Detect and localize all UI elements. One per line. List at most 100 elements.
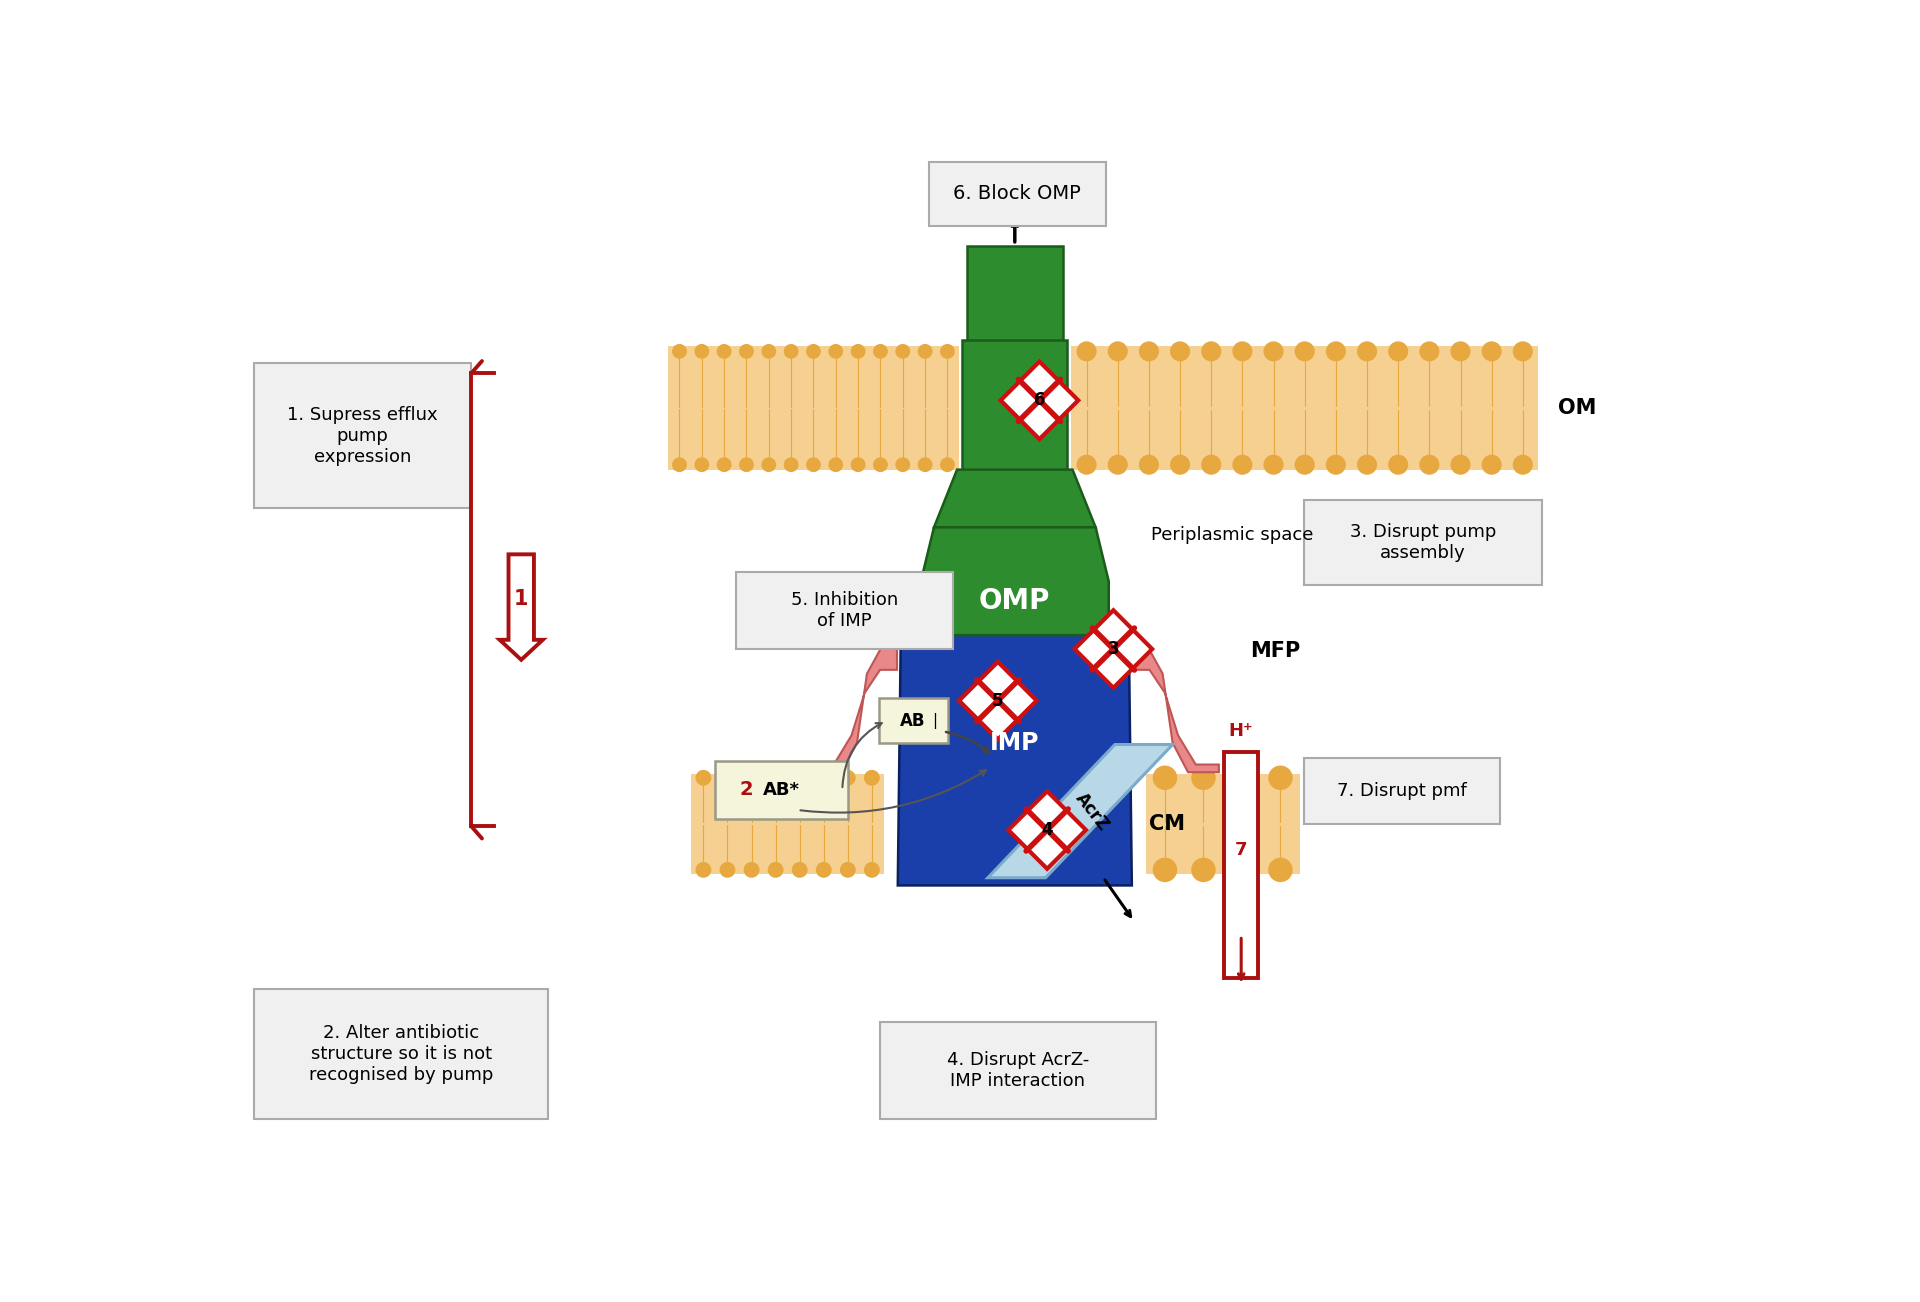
Circle shape (1140, 456, 1158, 474)
Text: AB: AB (900, 712, 925, 729)
FancyArrow shape (499, 555, 543, 660)
Circle shape (1263, 456, 1283, 474)
Text: OMP: OMP (979, 586, 1050, 615)
Polygon shape (968, 246, 1062, 342)
FancyBboxPatch shape (1304, 758, 1500, 824)
Circle shape (1452, 342, 1471, 361)
Text: 7. Disrupt pmf: 7. Disrupt pmf (1336, 783, 1467, 801)
Text: 2: 2 (739, 780, 753, 799)
Circle shape (851, 345, 864, 358)
Circle shape (768, 771, 783, 785)
Circle shape (1233, 456, 1252, 474)
FancyBboxPatch shape (716, 760, 849, 819)
FancyBboxPatch shape (1304, 500, 1542, 585)
Circle shape (1327, 456, 1346, 474)
Text: 4: 4 (1041, 822, 1052, 838)
Bar (668, 346, 958, 470)
Polygon shape (1008, 792, 1087, 868)
Polygon shape (933, 470, 1096, 527)
FancyBboxPatch shape (253, 990, 549, 1118)
FancyBboxPatch shape (1225, 753, 1258, 978)
Circle shape (806, 458, 820, 471)
Circle shape (851, 458, 864, 471)
Text: 7: 7 (1235, 841, 1248, 858)
Circle shape (1140, 342, 1158, 361)
Circle shape (739, 458, 753, 471)
Text: 3. Disrupt pump
assembly: 3. Disrupt pump assembly (1350, 523, 1496, 562)
Circle shape (697, 771, 710, 785)
Circle shape (720, 771, 735, 785)
Circle shape (874, 345, 887, 358)
Circle shape (864, 771, 879, 785)
FancyBboxPatch shape (879, 698, 948, 743)
Circle shape (1231, 767, 1254, 789)
Text: |: | (931, 712, 937, 729)
Circle shape (785, 345, 799, 358)
Circle shape (1263, 342, 1283, 361)
Circle shape (1421, 456, 1438, 474)
Circle shape (1482, 456, 1501, 474)
Polygon shape (1131, 635, 1219, 772)
Circle shape (806, 345, 820, 358)
Circle shape (1296, 456, 1313, 474)
Circle shape (1077, 342, 1096, 361)
Circle shape (897, 345, 910, 358)
FancyBboxPatch shape (735, 572, 952, 648)
FancyBboxPatch shape (879, 1022, 1156, 1118)
Polygon shape (922, 527, 1108, 635)
Polygon shape (989, 745, 1173, 878)
Circle shape (841, 771, 854, 785)
Text: 3: 3 (1108, 641, 1119, 658)
Circle shape (745, 771, 758, 785)
Circle shape (793, 863, 806, 878)
Circle shape (1154, 767, 1177, 789)
Circle shape (1108, 456, 1127, 474)
Circle shape (897, 458, 910, 471)
Circle shape (1202, 342, 1221, 361)
FancyBboxPatch shape (929, 163, 1106, 225)
Circle shape (1192, 858, 1215, 881)
Circle shape (1171, 342, 1188, 361)
Bar (1146, 773, 1300, 874)
Circle shape (1154, 858, 1177, 881)
Circle shape (1388, 342, 1407, 361)
FancyBboxPatch shape (253, 363, 470, 508)
Circle shape (1357, 342, 1377, 361)
Text: H⁺: H⁺ (1229, 721, 1254, 740)
Circle shape (785, 458, 799, 471)
Circle shape (829, 458, 843, 471)
Circle shape (1421, 342, 1438, 361)
Text: 1. Supress efflux
pump
expression: 1. Supress efflux pump expression (288, 406, 438, 466)
Circle shape (941, 345, 954, 358)
Polygon shape (810, 635, 899, 772)
Circle shape (1482, 342, 1501, 361)
Circle shape (1388, 456, 1407, 474)
Circle shape (1171, 456, 1188, 474)
Circle shape (1269, 767, 1292, 789)
Circle shape (1108, 342, 1127, 361)
Circle shape (829, 345, 843, 358)
Text: MFP: MFP (1250, 641, 1300, 660)
Polygon shape (1075, 611, 1152, 687)
Text: Periplasmic space: Periplasmic space (1152, 526, 1313, 544)
Text: CM: CM (1148, 814, 1185, 833)
Circle shape (718, 458, 732, 471)
Circle shape (1192, 767, 1215, 789)
Circle shape (816, 771, 831, 785)
Text: 5. Inhibition
of IMP: 5. Inhibition of IMP (791, 591, 899, 630)
Bar (1071, 346, 1538, 470)
Circle shape (874, 458, 887, 471)
Circle shape (697, 863, 710, 878)
Text: 6. Block OMP: 6. Block OMP (952, 185, 1081, 203)
Text: 4. Disrupt AcrZ-
IMP interaction: 4. Disrupt AcrZ- IMP interaction (947, 1051, 1089, 1090)
Circle shape (762, 345, 776, 358)
Text: AB*: AB* (762, 781, 801, 799)
Circle shape (1327, 342, 1346, 361)
Text: 2. Alter antibiotic
structure so it is not
recognised by pump: 2. Alter antibiotic structure so it is n… (309, 1025, 493, 1083)
Circle shape (1269, 858, 1292, 881)
Bar (691, 773, 883, 874)
Text: IMP: IMP (991, 730, 1039, 755)
Circle shape (1202, 456, 1221, 474)
Circle shape (941, 458, 954, 471)
Circle shape (672, 345, 685, 358)
